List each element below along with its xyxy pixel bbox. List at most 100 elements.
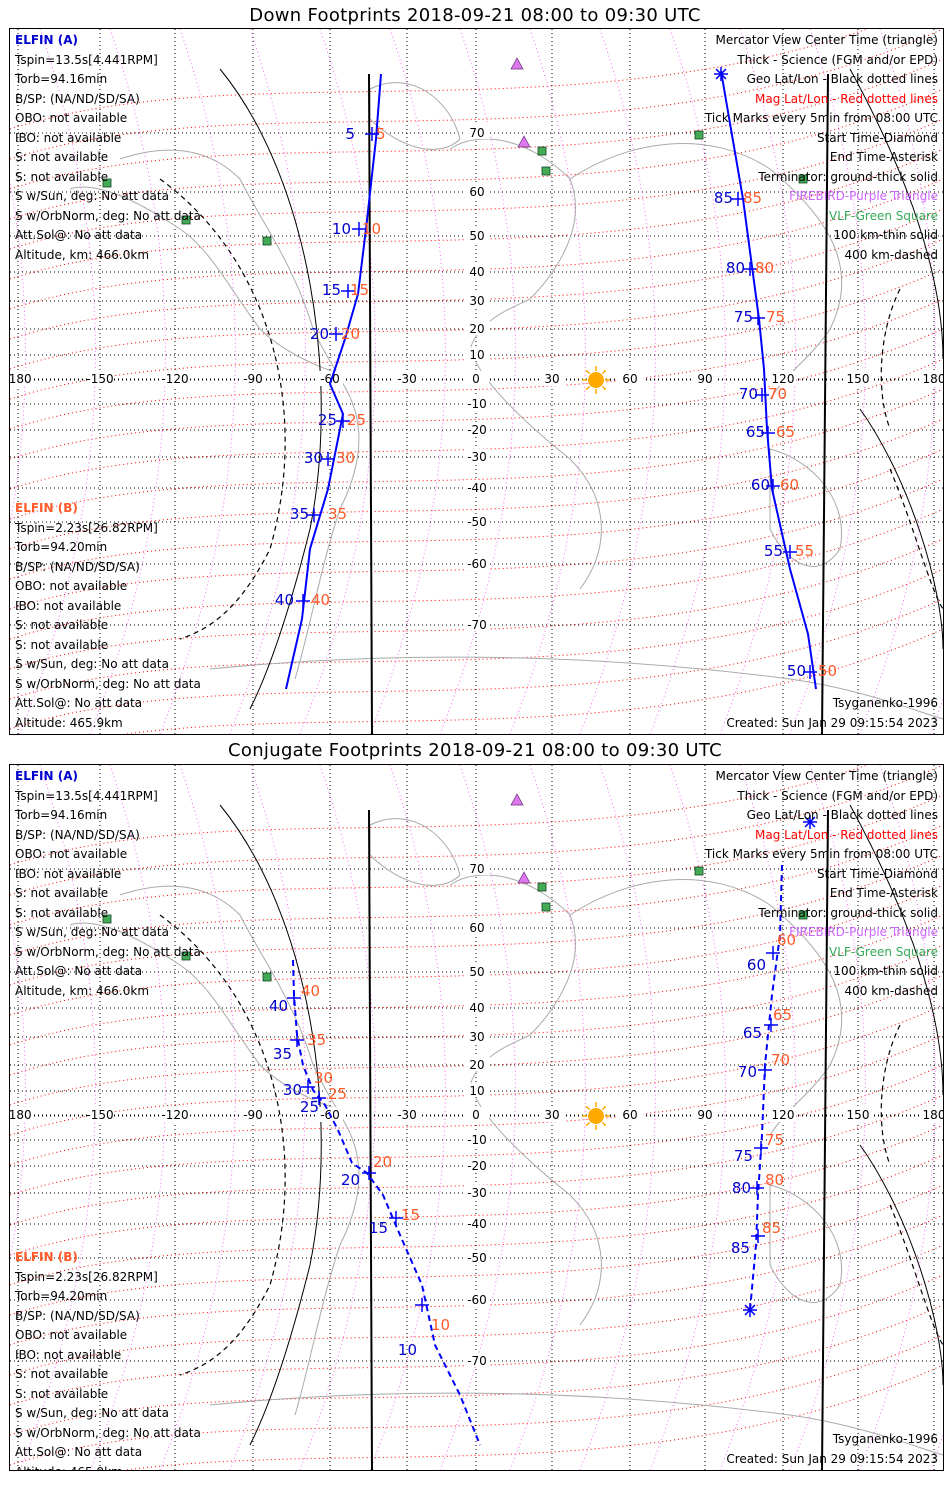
info-line: Att.Sol@: No att data xyxy=(15,696,143,710)
lat-label: 40 xyxy=(469,265,484,279)
track-time-label-blue: 70 xyxy=(738,1063,757,1081)
info-line: Att.Sol@: No att data xyxy=(15,228,143,242)
lat-label: -20 xyxy=(467,423,487,437)
lat-label: -20 xyxy=(467,1159,487,1173)
terminator-400km-right xyxy=(880,1024,901,1166)
vlf-square-icon xyxy=(694,130,704,140)
lon-label: 90 xyxy=(697,1108,712,1122)
sun-ray xyxy=(585,1121,591,1127)
track-time-label-red: 5 xyxy=(376,125,386,143)
label-bg xyxy=(464,617,490,631)
mag-lat-line xyxy=(10,1034,943,1166)
info-line: Att.Sol@: No att data xyxy=(15,1445,143,1459)
label-bg xyxy=(845,1107,871,1122)
track-time-label-red: 70 xyxy=(771,1051,790,1069)
lat-label: 70 xyxy=(469,862,484,876)
mag-lon-line xyxy=(229,29,306,734)
track-time-label-blue: 80 xyxy=(726,259,745,277)
track-time-label-blue: 40 xyxy=(269,997,288,1015)
legend-item: 100 km-thin solid xyxy=(833,228,938,242)
terminator-100km-right xyxy=(849,804,943,1096)
track-time-label-red: 40 xyxy=(301,982,320,1000)
legend-item: Geo Lat/Lon - Black dotted lines xyxy=(746,808,938,822)
vlf-square-icon xyxy=(694,866,704,876)
mag-lat-line xyxy=(10,388,943,520)
track-time-label-blue: 75 xyxy=(734,308,753,326)
mag-lat-line xyxy=(10,1154,943,1286)
sun-icon xyxy=(582,1102,610,1130)
info-line: IBO: not available xyxy=(15,1347,122,1362)
label-bg xyxy=(464,347,490,361)
label-bg xyxy=(692,371,718,386)
coastline-layer xyxy=(69,82,943,720)
mag-lat-line xyxy=(10,148,943,280)
mag-lon-line xyxy=(509,765,586,1470)
info-line: S w/OrbNorm, deg: No att data xyxy=(15,208,201,223)
label-bg xyxy=(617,1107,643,1122)
coastline xyxy=(369,818,461,886)
label-bg xyxy=(464,1216,490,1230)
map-legend: Mercator View Center Time (triangle) Thi… xyxy=(705,767,938,1001)
mag-lat-line xyxy=(10,268,943,400)
sun-ray xyxy=(601,1121,607,1127)
lat-label: -60 xyxy=(467,557,487,571)
mag-lon-line xyxy=(159,765,236,1470)
lon-label: 30 xyxy=(544,1108,559,1122)
end-time-asterisk-icon xyxy=(803,815,817,829)
created-timestamp: Created: Sun Jan 29 09:15:54 2023 xyxy=(726,1451,938,1466)
info-line: IBO: not available xyxy=(15,866,122,881)
track-time-label-red: 80 xyxy=(755,259,774,277)
label-bg xyxy=(464,1029,490,1043)
info-line: Altitude: 465.9km xyxy=(15,715,123,730)
track-time-label-blue: 30 xyxy=(283,1081,302,1099)
track-time-label-blue: 10 xyxy=(398,1341,417,1359)
mag-lat-line xyxy=(10,418,943,550)
mag-lon-line xyxy=(89,29,166,734)
mag-lon-line xyxy=(859,29,936,734)
sun-ray xyxy=(601,1105,607,1111)
track-time-label-blue: 5 xyxy=(345,125,355,143)
track-time-label-red: 55 xyxy=(795,542,814,560)
info-line: S w/Sun, deg: No att data xyxy=(15,1406,169,1420)
lon-label: -120 xyxy=(161,372,188,386)
sun-ray xyxy=(601,369,607,375)
terminator-100km-left xyxy=(219,68,322,710)
map-panel-down: -180 -150 -120 -90 -60 -30 0 30 60 90 120 150 180 70 6… xyxy=(9,28,944,735)
vlf-square-icon xyxy=(537,146,547,156)
mag-lat-line xyxy=(10,29,869,130)
lat-label: 20 xyxy=(469,322,484,336)
label-bg xyxy=(463,1107,489,1122)
legend-item: Terminator: ground-thick solid xyxy=(758,169,938,184)
vlf-square-icon xyxy=(262,236,272,246)
track-a-line xyxy=(292,959,481,1446)
mag-lon-line xyxy=(89,765,166,1470)
lat-label: 40 xyxy=(469,1001,484,1015)
label-bg xyxy=(845,371,871,386)
track-time-label-blue: 25 xyxy=(300,1098,319,1116)
mag-lat-line xyxy=(10,1304,943,1436)
vlf-square-icon xyxy=(537,882,547,892)
info-line: S w/OrbNorm, deg: No att data xyxy=(15,944,201,959)
model-name: Tsyganenko-1996 xyxy=(832,696,938,710)
asterisk-stroke xyxy=(744,1304,756,1316)
lat-label: -30 xyxy=(467,450,487,464)
asterisk-stroke xyxy=(804,816,816,828)
mag-lat-line xyxy=(10,1004,943,1136)
label-bg xyxy=(464,1083,490,1097)
elfin-a-info: ELFIN (A) Tspin=13.5s[4.441RPM] Torb=94.… xyxy=(15,767,201,1001)
legend-item: Tick Marks every 5min from 08:00 UTC xyxy=(704,847,938,861)
lat-label: 60 xyxy=(469,185,484,199)
track-time-label-blue: 20 xyxy=(341,1171,360,1189)
track-time-label-blue: 20 xyxy=(310,325,329,343)
vlf-square-icon xyxy=(102,914,112,924)
lon-label: -150 xyxy=(86,1108,113,1122)
legend-item: FIREBIRD-Purple Triangle xyxy=(789,189,938,203)
track-time-label-blue: 65 xyxy=(746,423,765,441)
lon-label: 30 xyxy=(544,372,559,386)
lon-label: 0 xyxy=(472,1108,480,1122)
mag-lat-line xyxy=(10,1214,943,1346)
terminator-100km-right-south xyxy=(859,1144,943,1386)
info-line: S: not available xyxy=(15,169,109,184)
track-time-label-red: 85 xyxy=(743,189,762,207)
mag-lat-line xyxy=(10,508,943,640)
